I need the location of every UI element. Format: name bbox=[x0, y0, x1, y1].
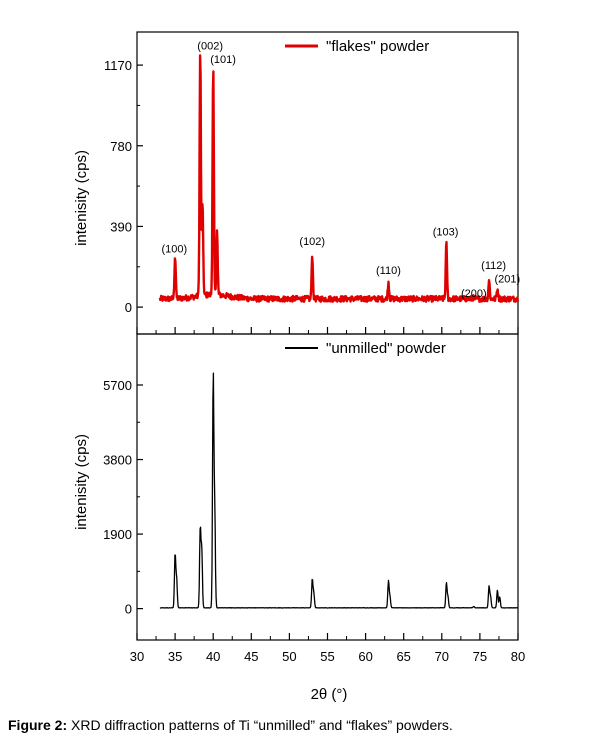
caption-label: Figure 2: bbox=[8, 717, 68, 733]
bottom-y-axis-label: intenisity (cps) bbox=[73, 434, 90, 530]
bottom-x-tick-label: 40 bbox=[206, 649, 220, 664]
bottom-y-tick-label: 0 bbox=[125, 602, 132, 617]
caption-text: XRD diffraction patterns of Ti “unmilled… bbox=[67, 717, 453, 733]
top-y-tick-label: 1170 bbox=[104, 58, 132, 73]
panel-flakes: 0 390 780 1170 intenisity (cps) "flakes" powd… bbox=[73, 31, 520, 335]
top-peak-label: (200) bbox=[461, 288, 487, 300]
bottom-x-tick-label: 80 bbox=[511, 649, 525, 664]
bottom-legend-label: "unmilled" powder bbox=[326, 340, 446, 357]
bottom-x-tick-label: 55 bbox=[320, 649, 334, 664]
top-pattern-line bbox=[158, 54, 519, 303]
top-peak-label: (002) bbox=[197, 41, 223, 53]
top-y-tick-label: 0 bbox=[125, 300, 132, 315]
x-axis-label: 2θ (°) bbox=[311, 686, 348, 703]
panel-unmilled: 0 1900 3800 5700 30 35 40 45 50 55 60 65 70 75 80 inten… bbox=[73, 333, 525, 664]
top-y-tick-label: 390 bbox=[110, 219, 132, 234]
bottom-x-tick-label: 30 bbox=[130, 649, 144, 664]
bottom-plot-frame bbox=[136, 333, 519, 641]
bottom-x-tick-label: 35 bbox=[168, 649, 182, 664]
figure-caption: Figure 2: XRD diffraction patterns of Ti… bbox=[8, 717, 453, 733]
bottom-x-tick-label: 60 bbox=[358, 649, 372, 664]
bottom-y-tick-label: 5700 bbox=[103, 378, 132, 393]
top-peak-label: (101) bbox=[210, 54, 236, 66]
bottom-x-tick-label: 70 bbox=[435, 649, 449, 664]
bottom-y-tick-label: 1900 bbox=[103, 527, 132, 542]
bottom-x-tick-label: 75 bbox=[473, 649, 487, 664]
top-peak-label: (103) bbox=[433, 227, 459, 239]
bottom-x-tick-label: 45 bbox=[244, 649, 258, 664]
top-peak-label: (112) bbox=[481, 260, 506, 272]
bottom-pattern-line bbox=[159, 372, 519, 609]
top-peak-label: (100) bbox=[161, 243, 187, 255]
top-y-tick-label: 780 bbox=[110, 139, 132, 154]
top-peak-label: (201) bbox=[494, 273, 520, 285]
bottom-x-tick-label: 50 bbox=[282, 649, 296, 664]
top-peak-label: (102) bbox=[299, 236, 325, 248]
top-legend-label: "flakes" powder bbox=[326, 38, 429, 55]
bottom-x-tick-label: 65 bbox=[396, 649, 410, 664]
top-peak-label: (110) bbox=[376, 265, 401, 277]
bottom-y-tick-label: 3800 bbox=[103, 453, 132, 468]
top-y-axis-label: intenisity (cps) bbox=[73, 150, 90, 246]
